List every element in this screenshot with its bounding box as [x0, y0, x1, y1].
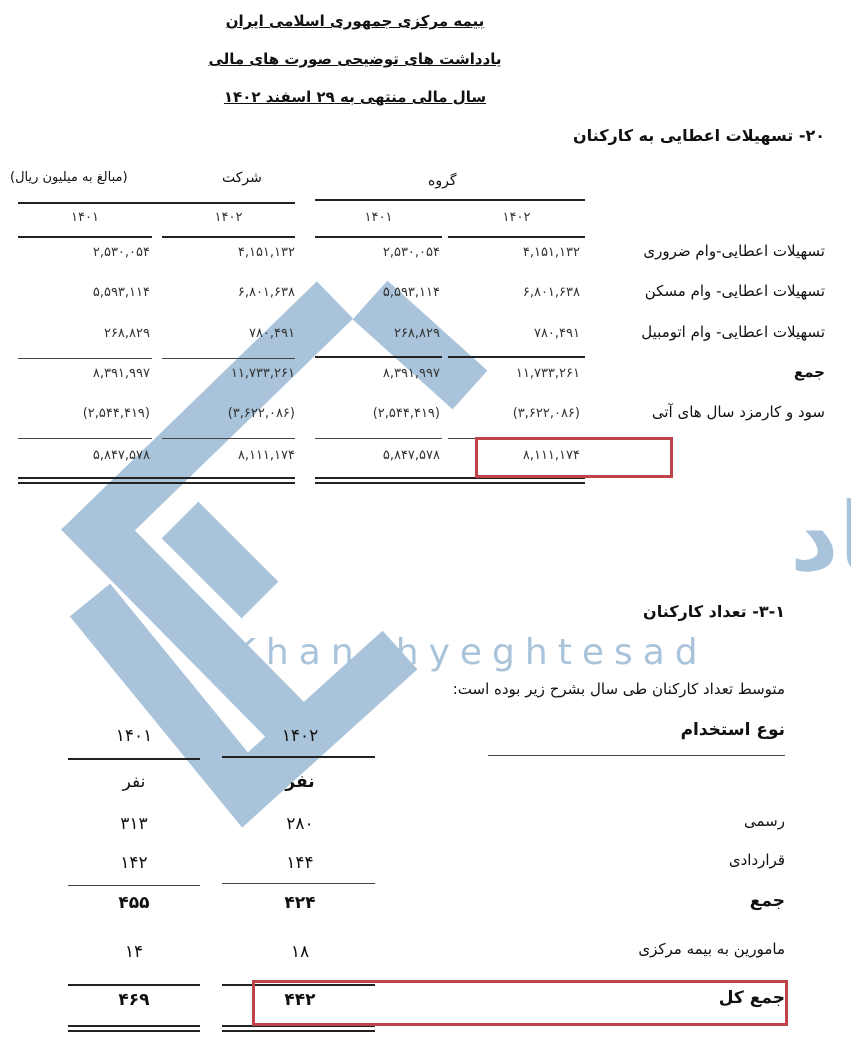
col-staff-1401: ۱۴۰۱ [115, 726, 153, 746]
col-group-1401: ۱۴۰۱ [364, 210, 393, 225]
unit-note: (مبالغ به میلیون ریال) [10, 170, 128, 185]
unit-1401: نفر [122, 772, 146, 792]
staff-row-label: رسمی [744, 812, 785, 830]
loan-value-company-1401: ۸,۳۹۱,۹۹۷ [92, 366, 150, 381]
loan-value-company-1402: (۳,۶۲۲,۰۸۶) [227, 406, 295, 421]
loan-row-label: تسهیلات اعطایی- وام مسکن [644, 282, 825, 300]
loan-row-label: جمع [793, 363, 825, 381]
loan-value-company-1402: ۶,۸۰۱,۶۳۸ [237, 285, 295, 300]
loan-row-label: سود و کارمزد سال های آتی [651, 403, 825, 421]
loan-value-group-1401: ۸,۳۹۱,۹۹۷ [382, 366, 440, 381]
col-group-1402: ۱۴۰۲ [502, 210, 531, 225]
loan-value-group-1401: ۵,۵۹۳,۱۱۴ [382, 285, 440, 300]
loan-value-company-1402: ۴,۱۵۱,۱۳۲ [237, 245, 295, 260]
staff-row-label: جمع کل [718, 988, 785, 1008]
loan-value-group-1401: ۲۶۸,۸۲۹ [393, 326, 440, 341]
staff-value-y1401: ۴۶۹ [118, 990, 150, 1010]
highlight-box-loans-total [475, 437, 673, 478]
staff-row-label: جمع [749, 891, 785, 911]
header-org: بیمه مرکزی جمهوری اسلامی ایران [225, 12, 485, 30]
loan-value-company-1401: ۵,۵۹۳,۱۱۴ [92, 285, 150, 300]
staff-value-y1402: ۴۴۲ [284, 990, 316, 1010]
employment-type-header: نوع استخدام [680, 720, 785, 740]
staff-value-y1402: ۴۲۴ [284, 893, 316, 913]
staff-row-label: مامورین به بیمه مرکزی [638, 940, 785, 958]
col-company-1402: ۱۴۰۲ [214, 210, 243, 225]
staff-title: ۳-۱- تعداد کارکنان [643, 602, 785, 621]
loans-title: ۲۰- تسهیلات اعطایی به کارکنان [573, 126, 825, 145]
staff-row-label: قراردادی [728, 851, 785, 869]
staff-value-y1401: ۳۱۳ [120, 814, 148, 834]
loan-value-group-1401: ۲,۵۳۰,۰۵۴ [382, 245, 440, 260]
loan-value-company-1401: ۲,۵۳۰,۰۵۴ [92, 245, 150, 260]
staff-value-y1402: ۱۸ [290, 942, 310, 962]
loan-row-label: تسهیلات اعطایی-وام ضروری [643, 242, 825, 260]
loan-value-group-1401: (۲,۵۴۴,۴۱۹) [372, 406, 440, 421]
unit-1402: نفر [285, 772, 315, 792]
company-label: شرکت [222, 170, 262, 186]
loan-value-company-1401: ۵,۸۴۷,۵۷۸ [92, 448, 150, 463]
loan-value-group-1402: ۷۸۰,۴۹۱ [533, 326, 580, 341]
loan-row-label: تسهیلات اعطایی- وام اتومبیل [641, 323, 825, 341]
loan-value-group-1402: ۱۱,۷۳۳,۲۶۱ [515, 366, 580, 381]
loan-value-company-1401: (۲,۵۴۴,۴۱۹) [82, 406, 150, 421]
loan-value-group-1402: ۴,۱۵۱,۱۳۲ [522, 245, 580, 260]
loan-value-company-1402: ۸,۱۱۱,۱۷۴ [237, 448, 295, 463]
loan-value-group-1402: (۳,۶۲۲,۰۸۶) [512, 406, 580, 421]
loan-value-group-1402: ۶,۸۰۱,۶۳۸ [522, 285, 580, 300]
staff-value-y1401: ۱۴۲ [120, 853, 148, 873]
loan-value-group-1402: ۸,۱۱۱,۱۷۴ [522, 448, 580, 463]
staff-value-y1401: ۱۴ [124, 942, 144, 962]
staff-value-y1402: ۲۸۰ [286, 814, 314, 834]
header-subtitle: یادداشت های توضیحی صورت های مالی [208, 50, 502, 68]
col-company-1401: ۱۴۰۱ [71, 210, 99, 225]
staff-value-y1401: ۴۵۵ [118, 893, 150, 913]
staff-value-y1402: ۱۴۴ [286, 853, 314, 873]
loan-value-company-1402: ۷۸۰,۴۹۱ [248, 326, 295, 341]
highlight-box-staff-total [252, 980, 788, 1026]
watermark-text-en: Khanehyeghtesad [232, 632, 707, 673]
loan-value-company-1401: ۲۶۸,۸۲۹ [103, 326, 150, 341]
loan-value-company-1402: ۱۱,۷۳۳,۲۶۱ [230, 366, 295, 381]
group-label: گروه [428, 173, 457, 189]
col-staff-1402: ۱۴۰۲ [281, 726, 319, 746]
loan-value-group-1401: ۵,۸۴۷,۵۷۸ [382, 448, 440, 463]
staff-description: متوسط تعداد کارکنان طی سال بشرح زیر بوده… [452, 680, 785, 698]
watermark-text-fa: خانه اقتصاد [790, 483, 851, 593]
header-period: سال مالی منتهی به ۲۹ اسفند ۱۴۰۲ [223, 88, 487, 106]
